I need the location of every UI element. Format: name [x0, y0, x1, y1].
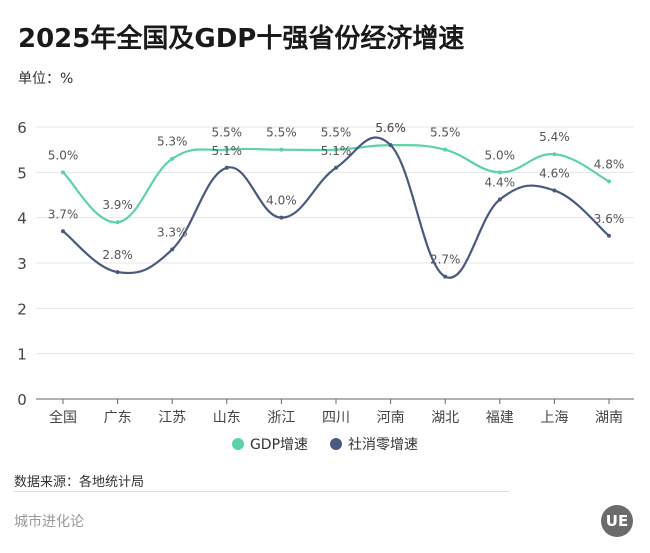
- x-tick-label: 河南: [377, 410, 405, 426]
- retail-line: [62, 136, 610, 279]
- chart-title: 2025年全国及GDP十强省份经济增速: [18, 24, 465, 54]
- data-point[interactable]: [61, 170, 65, 175]
- data-point[interactable]: [497, 170, 502, 175]
- data-point[interactable]: [170, 156, 175, 161]
- data-point[interactable]: [115, 270, 120, 275]
- legend: GDP增速 社消零增速: [0, 434, 650, 454]
- x-tick-label: 山东: [213, 410, 241, 426]
- y-tick-label: 2: [17, 300, 27, 318]
- data-point[interactable]: [224, 165, 229, 170]
- x-tick-label: 广东: [104, 410, 132, 426]
- x-tick-label: 上海: [540, 410, 568, 426]
- data-point[interactable]: [552, 188, 557, 193]
- data-label: 5.3%: [157, 135, 188, 149]
- data-label: 5.0%: [485, 148, 516, 162]
- x-tick-label: 湖北: [431, 410, 459, 426]
- data-label: 5.4%: [539, 130, 570, 144]
- y-tick-label: 4: [17, 210, 27, 228]
- brand-name: 城市进化论: [14, 514, 84, 530]
- legend-dot-icon: [330, 438, 343, 450]
- data-label: 5.5%: [266, 126, 297, 140]
- y-tick-label: 1: [17, 346, 27, 364]
- data-label: 5.6%: [375, 121, 406, 135]
- legend-dot-icon: [231, 438, 244, 450]
- legend-label: GDP增速: [249, 437, 309, 453]
- data-label: 3.3%: [157, 225, 188, 239]
- data-label: 5.5%: [321, 126, 352, 140]
- x-tick-label: 四川: [322, 410, 350, 426]
- y-tick-label: 6: [17, 119, 27, 137]
- x-tick-label: 江苏: [158, 410, 186, 426]
- data-point[interactable]: [443, 274, 448, 279]
- data-point[interactable]: [279, 147, 284, 152]
- data-label: 3.9%: [102, 198, 133, 212]
- data-label: 5.0%: [48, 148, 79, 162]
- x-tick-label: 湖南: [595, 410, 623, 426]
- data-label: 2.7%: [430, 253, 461, 267]
- x-tick-label: 全国: [49, 409, 77, 426]
- data-point[interactable]: [443, 147, 448, 152]
- data-point[interactable]: [388, 143, 393, 148]
- data-point[interactable]: [224, 147, 229, 152]
- data-point[interactable]: [279, 215, 284, 220]
- legend-label: 社消零增速: [348, 437, 419, 453]
- data-label: 5.1%: [212, 144, 243, 158]
- data-label: 2.8%: [102, 248, 133, 262]
- data-point[interactable]: [334, 147, 338, 152]
- y-tick-label: 3: [17, 255, 27, 273]
- data-label: 4.6%: [539, 166, 570, 180]
- y-tick-label: 5: [17, 164, 27, 182]
- data-label: 5.6%: [375, 121, 406, 135]
- x-tick-label: 福建: [486, 410, 514, 426]
- line-chart: 0 1 2 3 4 5 6 全国 广东 江苏 山东 浙江 四川 河南 湖北 福建 上海 湖南 5.0% 3.9% 5.3…: [17, 119, 634, 426]
- data-point[interactable]: [115, 220, 120, 225]
- data-point[interactable]: [61, 229, 65, 234]
- data-point[interactable]: [607, 233, 611, 238]
- data-label: 4.0%: [266, 194, 297, 208]
- data-point[interactable]: [552, 152, 557, 157]
- brand-logo-icon: UE: [601, 505, 633, 537]
- data-source: 数据来源：各地统计局: [14, 475, 145, 490]
- legend-item-gdp[interactable]: GDP增速: [231, 434, 309, 454]
- legend-item-retail[interactable]: 社消零增速: [330, 434, 418, 454]
- data-point[interactable]: [170, 247, 175, 252]
- data-label: 5.1%: [321, 144, 352, 158]
- divider: [14, 491, 509, 492]
- data-label: 3.7%: [48, 207, 79, 221]
- data-label: 4.4%: [485, 176, 516, 190]
- data-label: 4.8%: [594, 157, 625, 171]
- data-point[interactable]: [607, 179, 611, 184]
- y-tick-label: 0: [17, 391, 27, 409]
- data-point[interactable]: [334, 165, 338, 170]
- data-point[interactable]: [497, 197, 502, 202]
- data-label: 5.5%: [430, 126, 461, 140]
- data-label: 3.6%: [594, 212, 625, 226]
- x-tick-label: 浙江: [267, 410, 295, 426]
- unit-label: 单位：%: [18, 71, 74, 87]
- data-label: 5.5%: [212, 126, 243, 140]
